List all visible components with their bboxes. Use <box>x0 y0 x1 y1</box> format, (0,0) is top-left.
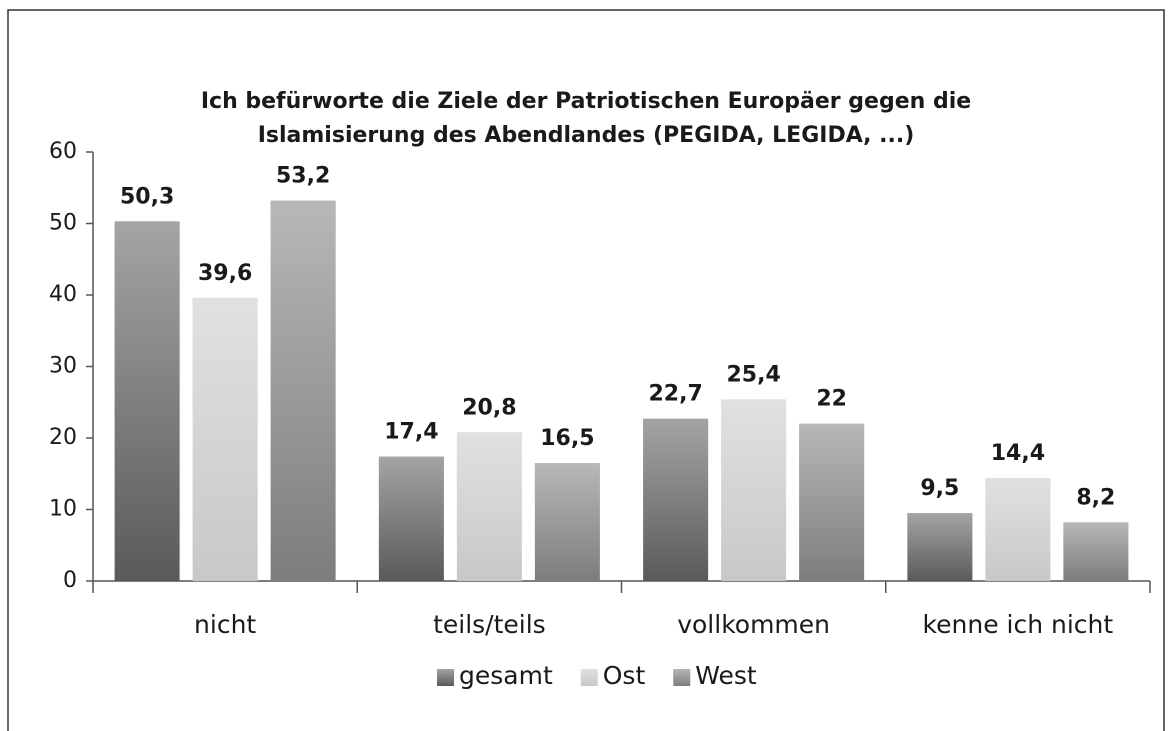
value-label: 9,5 <box>920 476 959 501</box>
y-tick-label: 10 <box>49 497 77 522</box>
value-label: 8,2 <box>1076 485 1115 510</box>
chart-title: Ich befürworte die Ziele der Patriotisch… <box>201 89 971 114</box>
bar-shine <box>799 423 865 581</box>
legend-swatch-shine <box>580 669 598 686</box>
bar-shine <box>534 463 600 581</box>
x-tick-label: teils/teils <box>433 610 546 639</box>
y-tick-label: 40 <box>49 282 77 307</box>
y-tick-label: 50 <box>49 211 77 236</box>
bar-shine <box>1063 522 1129 581</box>
value-label: 39,6 <box>198 261 252 286</box>
chart-title: Islamisierung des Abendlandes (PEGIDA, L… <box>258 123 915 148</box>
legend-label: West <box>695 661 757 690</box>
value-label: 22,7 <box>648 382 702 407</box>
chart-frame <box>7 9 1165 731</box>
bar-shine <box>643 418 709 581</box>
bar-shine <box>114 221 180 582</box>
bar-shine <box>985 478 1051 581</box>
legend-label: gesamt <box>459 661 553 690</box>
value-label: 14,4 <box>991 441 1045 466</box>
bar-shine <box>456 432 522 581</box>
bar-shine <box>378 456 444 581</box>
value-label: 50,3 <box>120 184 174 209</box>
x-tick-label: kenne ich nicht <box>923 610 1114 639</box>
value-label: 22 <box>816 387 847 412</box>
bar-shine <box>907 513 973 581</box>
y-tick-label: 20 <box>49 425 77 450</box>
legend-label: Ost <box>603 661 646 690</box>
value-label: 25,4 <box>726 362 780 387</box>
value-label: 16,5 <box>540 426 594 451</box>
y-tick-label: 60 <box>49 139 77 164</box>
legend-swatch-shine <box>437 669 454 686</box>
value-label: 53,2 <box>276 164 330 189</box>
y-tick-label: 0 <box>63 568 77 593</box>
bar-shine <box>270 200 336 581</box>
bar-shine <box>192 297 258 581</box>
x-tick-label: vollkommen <box>677 610 830 639</box>
value-label: 20,8 <box>462 395 516 420</box>
x-tick-label: nicht <box>194 610 256 639</box>
y-tick-label: 30 <box>49 354 77 379</box>
value-label: 17,4 <box>384 420 438 445</box>
bar-shine <box>721 399 787 581</box>
legend-swatch-shine <box>673 669 691 686</box>
